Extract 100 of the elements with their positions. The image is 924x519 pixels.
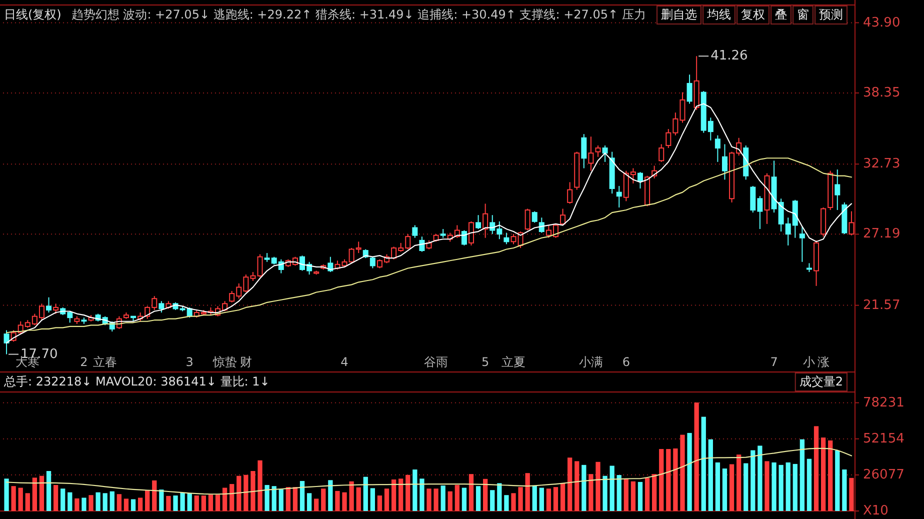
chart-title: 日线(复权) (4, 7, 62, 22)
bar (800, 439, 805, 511)
bar (356, 487, 361, 511)
bar (440, 486, 446, 511)
bar (624, 478, 628, 511)
candlestick (53, 303, 59, 314)
bar (420, 478, 424, 511)
bar (152, 480, 157, 511)
bar (215, 494, 220, 511)
x-tick-label: 小 (803, 355, 816, 369)
bar (483, 478, 488, 511)
bar (835, 450, 840, 511)
y-tick-label: 52154 (863, 431, 904, 446)
bar (314, 498, 319, 511)
bar (272, 486, 276, 511)
x-tick-label: 7 (770, 355, 778, 369)
bar (701, 416, 706, 511)
bar (412, 469, 418, 511)
bar (391, 479, 396, 511)
bar (525, 473, 530, 511)
x-tick-label: 涨 (817, 355, 830, 369)
bar (596, 462, 600, 511)
candlestick (595, 144, 601, 158)
bar (511, 493, 516, 511)
bar (244, 474, 248, 511)
bar (180, 492, 185, 511)
bar (335, 490, 340, 511)
bar (53, 484, 58, 511)
bar (138, 498, 143, 511)
bar (814, 426, 819, 511)
bar (130, 499, 136, 511)
candlestick (567, 182, 573, 204)
candlestick (616, 185, 622, 208)
bar (448, 491, 452, 511)
candlestick (46, 296, 52, 314)
bar (300, 480, 305, 511)
x-tick-label: 3 (186, 355, 194, 369)
annotation: 均线 (706, 7, 731, 22)
x-tick-label: 立夏 (501, 355, 526, 369)
bar (11, 486, 16, 511)
bar (321, 488, 326, 511)
y-tick-label: 26077 (863, 467, 904, 482)
candlestick (834, 169, 840, 211)
bar (729, 464, 734, 511)
bar (687, 432, 692, 511)
candlestick (257, 254, 263, 278)
annotation: 叠 (775, 7, 787, 22)
bar (659, 449, 664, 511)
bar (32, 478, 38, 511)
bar (750, 450, 756, 511)
bar (124, 498, 129, 511)
annotation: 复权 (741, 7, 765, 22)
bar (652, 474, 657, 511)
bar (828, 440, 833, 511)
bar (258, 460, 262, 511)
bar (616, 475, 622, 511)
chart-title: 总手: 232218↓ MAVOL20: 386141↓ 量比: 1↓ (3, 374, 270, 388)
bar (82, 498, 86, 511)
candlestick (560, 208, 566, 226)
candlestick (602, 144, 608, 162)
x-tick-label: 4 (340, 355, 348, 369)
bar (145, 490, 150, 511)
candlestick (686, 74, 692, 104)
bar (680, 434, 685, 511)
bar (454, 484, 460, 511)
bar (25, 493, 30, 511)
annotation: 41.26 (710, 48, 748, 64)
bar (342, 492, 347, 511)
bar (582, 464, 586, 511)
candlestick (658, 144, 664, 162)
bar (602, 476, 608, 511)
bar (842, 469, 847, 511)
bar (490, 490, 495, 511)
bar (18, 488, 23, 511)
bar (194, 496, 199, 511)
bar (708, 439, 713, 511)
bar (363, 476, 368, 511)
bar (349, 481, 354, 511)
x-tick-label: 谷雨 (424, 355, 448, 369)
annotation: 预测 (819, 7, 843, 22)
bar (539, 488, 544, 511)
x-tick-label: 5 (482, 355, 490, 369)
bar (588, 474, 594, 511)
candlestick (504, 232, 510, 245)
bar (806, 458, 812, 511)
bar (306, 493, 312, 511)
bar (398, 478, 404, 511)
bar (328, 480, 333, 511)
bar (201, 496, 206, 511)
x-tick-label: 立春 (93, 355, 118, 369)
annotation: 删自选 (661, 7, 697, 22)
candlestick (461, 230, 467, 246)
annotation: 窗 (797, 7, 809, 22)
bar (236, 476, 242, 511)
candlestick (722, 144, 728, 180)
bar (736, 454, 742, 511)
y-tick-label: 21.57 (863, 298, 900, 313)
x-tick-label: 6 (622, 355, 630, 369)
bar (88, 495, 94, 511)
bar (744, 463, 748, 511)
